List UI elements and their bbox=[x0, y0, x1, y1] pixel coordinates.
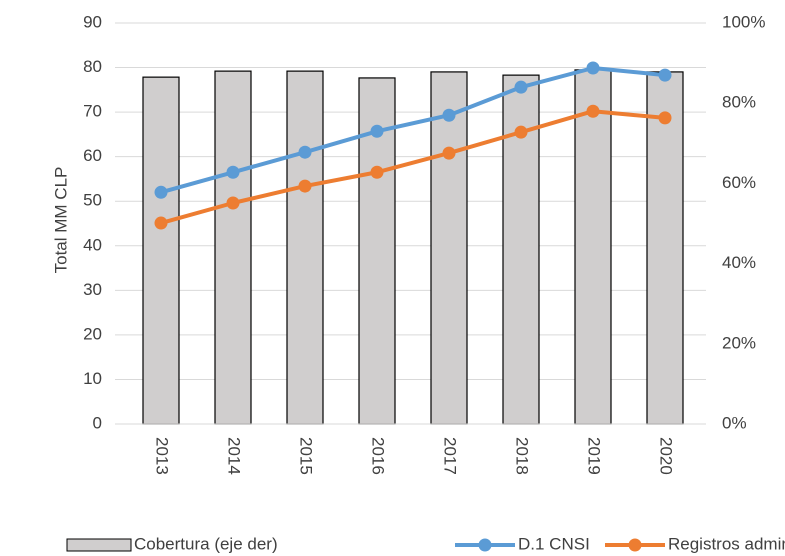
point bbox=[514, 125, 528, 139]
y2-tick-label: 60% bbox=[722, 173, 756, 192]
y2-tick-label: 0% bbox=[722, 413, 747, 432]
y-tick-label: 0 bbox=[93, 413, 102, 432]
legend-marker bbox=[478, 538, 492, 552]
y-axis-label: Total MM CLP bbox=[51, 167, 70, 274]
point bbox=[658, 111, 672, 125]
y2-tick-label: 100% bbox=[722, 12, 765, 31]
x-tick-label: 2014 bbox=[225, 437, 244, 475]
point bbox=[370, 124, 384, 138]
legend-swatch bbox=[66, 538, 132, 552]
point bbox=[226, 165, 240, 179]
x-tick-label: 2020 bbox=[657, 437, 676, 475]
point bbox=[154, 185, 168, 199]
x-tick-label: 2013 bbox=[153, 437, 172, 475]
y-tick-label: 50 bbox=[83, 191, 102, 210]
y-tick-label: 80 bbox=[83, 57, 102, 76]
y-tick-label: 90 bbox=[83, 12, 102, 31]
point bbox=[586, 61, 600, 75]
y-tick-label: 70 bbox=[83, 102, 102, 121]
line bbox=[160, 66, 666, 195]
bar bbox=[430, 71, 468, 425]
legend-label: D.1 CNSI bbox=[518, 534, 590, 553]
x-tick-label: 2018 bbox=[513, 437, 532, 475]
x-tick-label: 2019 bbox=[585, 437, 604, 475]
point bbox=[442, 146, 456, 160]
point bbox=[442, 108, 456, 122]
point bbox=[370, 165, 384, 179]
legend-label: Registros administrativos bbox=[668, 534, 785, 553]
bar bbox=[214, 70, 252, 425]
y-tick-label: 30 bbox=[83, 280, 102, 299]
y-tick-label: 40 bbox=[83, 235, 102, 254]
y-tick-label: 60 bbox=[83, 146, 102, 165]
y2-tick-label: 20% bbox=[722, 333, 756, 352]
x-tick-label: 2017 bbox=[441, 437, 460, 475]
point bbox=[226, 196, 240, 210]
bar bbox=[646, 71, 684, 425]
legend-label: Cobertura (eje der) bbox=[134, 534, 278, 553]
point bbox=[154, 216, 168, 230]
point bbox=[514, 80, 528, 94]
line bbox=[160, 109, 666, 225]
y-tick-label: 20 bbox=[83, 324, 102, 343]
bar bbox=[574, 69, 612, 425]
point bbox=[586, 104, 600, 118]
point bbox=[658, 68, 672, 82]
y-tick-label: 10 bbox=[83, 369, 102, 388]
legend-marker bbox=[628, 538, 642, 552]
point bbox=[298, 145, 312, 159]
point bbox=[298, 179, 312, 193]
x-tick-label: 2015 bbox=[297, 437, 316, 475]
bar bbox=[286, 70, 324, 425]
y2-tick-label: 80% bbox=[722, 93, 756, 112]
y2-tick-label: 40% bbox=[722, 253, 756, 272]
bar bbox=[142, 76, 180, 425]
x-tick-label: 2016 bbox=[369, 437, 388, 475]
